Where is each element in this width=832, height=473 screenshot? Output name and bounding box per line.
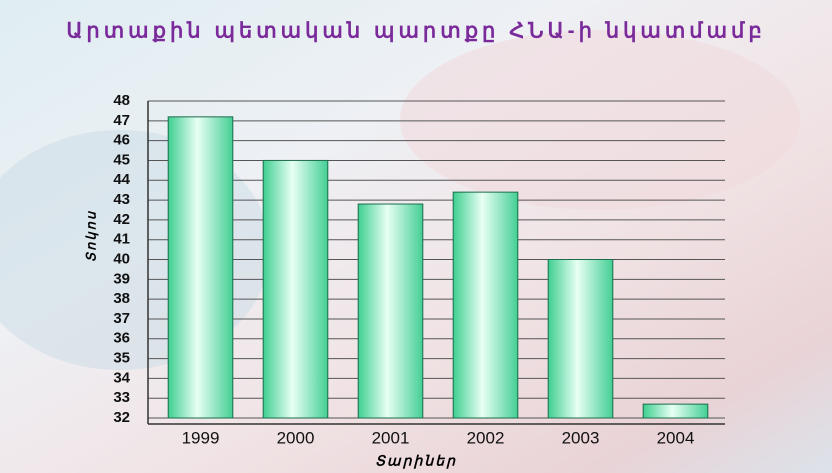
y-tick-label: 43: [113, 191, 130, 208]
y-tick-label: 39: [113, 270, 130, 287]
y-tick-label: 37: [113, 310, 130, 327]
y-tick-label: 48: [113, 92, 130, 109]
y-axis-label: Տոկոս: [83, 210, 98, 262]
bar: [358, 204, 423, 418]
y-tick-label: 46: [113, 132, 130, 149]
y-tick-label: 45: [113, 151, 130, 168]
background-shape: [400, 30, 800, 210]
chart: Արտաքին պետական պարտքը ՀՆԱ-ի նկատմամբ Տո…: [0, 0, 832, 473]
x-tick-label: 2000: [277, 428, 315, 447]
y-tick-label: 35: [113, 350, 130, 367]
y-tick-label: 33: [113, 389, 130, 406]
bar: [548, 260, 613, 419]
bar: [263, 160, 328, 418]
y-tick-label: 42: [113, 211, 130, 228]
x-tick-label: 2003: [562, 428, 600, 447]
y-tick-label: 40: [113, 250, 130, 267]
y-tick-label: 34: [113, 369, 130, 386]
y-tick-label: 47: [113, 112, 130, 129]
y-tick-label: 41: [113, 231, 130, 248]
x-tick-label: 2001: [372, 428, 410, 447]
y-tick-label: 36: [113, 330, 130, 347]
x-tick-label: 2004: [657, 428, 695, 447]
x-axis-label: Տարիներ: [375, 453, 457, 470]
chart-title: Արտաքին պետական պարտքը ՀՆԱ-ի նկատմամբ: [66, 20, 765, 43]
page: Արտաքին պետական պարտքը ՀՆԱ-ի նկատմամբ Տո…: [0, 0, 832, 473]
x-tick-label: 1999: [182, 428, 220, 447]
bar: [643, 404, 708, 418]
y-tick-label: 38: [113, 290, 130, 307]
bar: [453, 192, 518, 418]
x-tick-label: 2002: [467, 428, 505, 447]
y-tick-label: 32: [113, 409, 130, 426]
y-tick-label: 44: [113, 171, 130, 188]
bar: [168, 117, 233, 418]
